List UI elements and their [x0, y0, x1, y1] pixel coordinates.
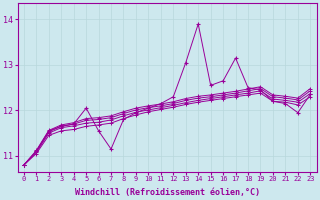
X-axis label: Windchill (Refroidissement éolien,°C): Windchill (Refroidissement éolien,°C): [75, 188, 260, 197]
